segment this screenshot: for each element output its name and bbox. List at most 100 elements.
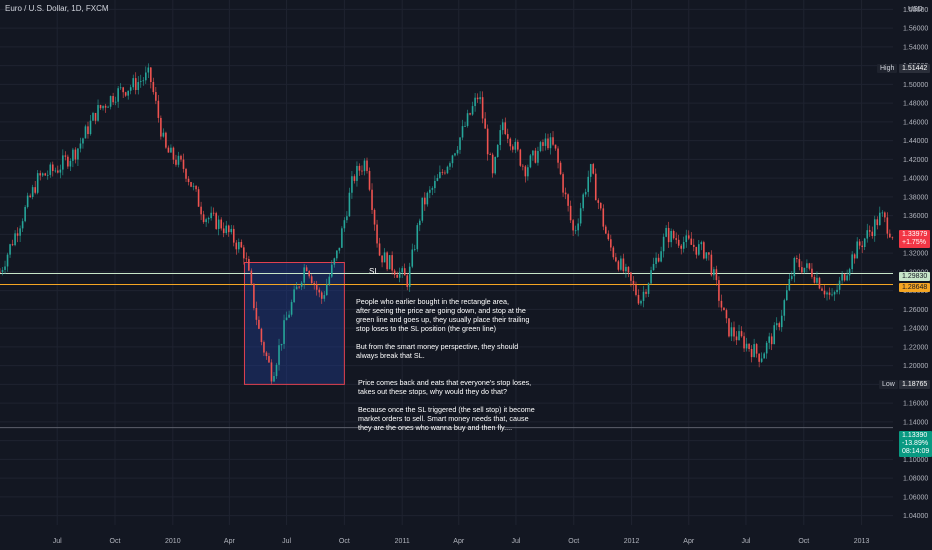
high-label: High: [877, 64, 898, 73]
candle-body: [818, 277, 821, 289]
candle-body: [0, 271, 1, 273]
candle-body: [828, 292, 831, 295]
candle-body: [117, 88, 119, 102]
candle-body: [26, 195, 29, 207]
candle-body: [398, 272, 401, 278]
candle-body: [325, 284, 328, 296]
candle-body: [127, 90, 129, 96]
candle-body: [421, 197, 424, 221]
candle-body: [848, 269, 851, 276]
candle-body: [408, 266, 411, 287]
candle-body: [615, 257, 617, 262]
x-tick-label: Apr: [683, 538, 695, 545]
candle-body: [884, 212, 886, 218]
candle-body: [298, 286, 300, 288]
candle-body: [710, 254, 713, 276]
y-tick-label: 1.14000: [903, 419, 928, 426]
candle-body: [803, 267, 806, 273]
candle-body: [21, 221, 24, 229]
orange-price-tag: 1.28648: [899, 283, 931, 292]
candle-body: [9, 244, 11, 255]
candle-body: [119, 87, 122, 89]
candle-body: [202, 214, 205, 223]
x-tick-label: Jul: [511, 538, 520, 545]
candle-body: [868, 230, 871, 232]
candle-body: [386, 252, 388, 270]
candle-body: [418, 220, 421, 226]
candle-body: [122, 87, 124, 93]
candle-body: [39, 173, 42, 176]
last-price-value: 1.33979: [902, 231, 928, 238]
candle-body: [866, 230, 869, 239]
candle-body: [851, 254, 853, 270]
candle-body: [823, 290, 826, 295]
candle-body: [733, 327, 735, 337]
candle-body: [589, 164, 592, 177]
currency-label: USD: [908, 6, 923, 13]
candle-body: [519, 149, 522, 166]
candle-body: [331, 264, 333, 277]
candle-body: [378, 243, 381, 256]
candle-body: [517, 141, 519, 150]
candle-body: [192, 185, 195, 187]
candle-body: [667, 227, 670, 243]
candle-body: [806, 263, 808, 268]
x-tick-label: Oct: [110, 538, 121, 545]
candle-body: [529, 155, 532, 168]
candle-body: [353, 176, 356, 181]
candle-body: [723, 307, 725, 311]
candle-body: [346, 216, 348, 221]
candle-body: [768, 336, 770, 343]
candle-body: [567, 194, 569, 206]
candle-body: [718, 280, 720, 301]
candle-body: [843, 274, 846, 281]
x-tick-label: 2013: [854, 538, 870, 545]
candle-body: [6, 254, 9, 267]
y-tick-label: 1.20000: [903, 363, 928, 370]
candle-body: [109, 96, 112, 107]
y-tick-label: 1.16000: [903, 401, 928, 408]
candle-body: [195, 185, 197, 190]
y-tick-label: 1.22000: [903, 344, 928, 351]
candle-body: [672, 230, 675, 239]
candle-body: [293, 289, 295, 303]
x-tick-label: Oct: [798, 538, 809, 545]
candle-body: [336, 250, 338, 259]
y-tick-label: 1.42000: [903, 157, 928, 164]
candle-body: [496, 144, 499, 157]
x-tick-label: Oct: [339, 538, 350, 545]
candle-body: [64, 155, 67, 157]
candle-body: [532, 150, 534, 156]
candle-body: [773, 325, 776, 345]
candle-body: [557, 148, 559, 163]
candle-body: [343, 220, 346, 229]
candle-body: [770, 336, 773, 345]
candle-body: [366, 160, 368, 171]
candle-body: [730, 327, 733, 337]
x-tick-label: Jul: [741, 538, 750, 545]
candle-body: [610, 239, 612, 248]
candle-body: [650, 270, 652, 284]
candle-body: [652, 263, 655, 271]
candle-body: [547, 138, 549, 149]
sl-annotation: SL: [369, 267, 379, 276]
candle-body: [441, 172, 444, 173]
candle-body: [305, 267, 308, 271]
candle-body: [137, 82, 140, 91]
candle-body: [660, 251, 662, 262]
candle-body: [19, 228, 21, 236]
candle-body: [51, 164, 54, 172]
candle-body: [846, 275, 848, 281]
y-tick-label: 1.36000: [903, 213, 928, 220]
candle-body: [283, 320, 285, 344]
candle-body: [657, 257, 660, 262]
candle-body: [821, 288, 823, 291]
candle-body: [134, 78, 137, 91]
y-tick-label: 1.54000: [903, 44, 928, 51]
candle-body: [708, 252, 710, 255]
y-tick-label: 1.38000: [903, 194, 928, 201]
candle-body: [647, 283, 650, 294]
candle-body: [861, 245, 864, 247]
candle-body: [431, 188, 434, 190]
